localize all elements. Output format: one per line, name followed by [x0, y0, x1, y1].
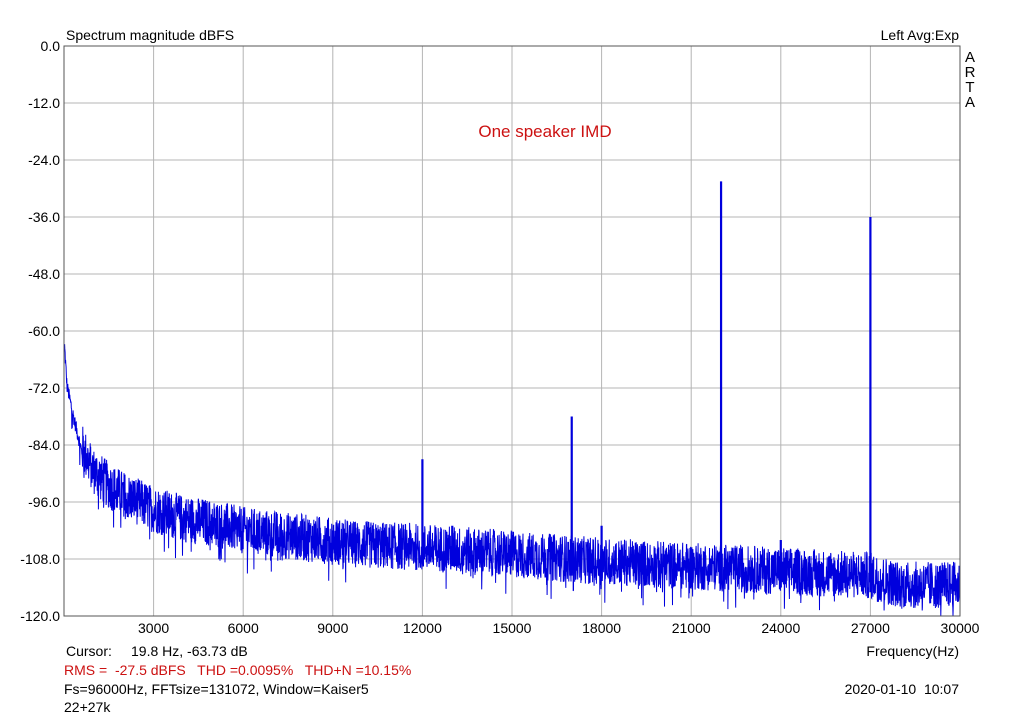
- arta-letter: T: [965, 79, 974, 96]
- arta-letter: R: [965, 64, 976, 81]
- arta-letter: A: [965, 49, 975, 66]
- x-tick-label: 21000: [672, 620, 711, 636]
- y-tick-label: -84.0: [28, 437, 60, 453]
- x-axis-label: Frequency(Hz): [866, 643, 959, 659]
- x-tick-label: 18000: [582, 620, 621, 636]
- x-tick-label: 6000: [228, 620, 259, 636]
- arta-letter: A: [965, 94, 975, 111]
- y-tick-label: -48.0: [28, 266, 60, 282]
- x-tick-label: 15000: [493, 620, 532, 636]
- noise-floor-line: [64, 344, 961, 617]
- cursor-value: 19.8 Hz, -63.73 dB: [131, 643, 248, 659]
- y-tick-label: -72.0: [28, 380, 60, 396]
- x-tick-label: 9000: [317, 620, 348, 636]
- y-tick-label: -12.0: [28, 95, 60, 111]
- x-tick-label: 27000: [851, 620, 890, 636]
- note-label: 22+27k: [64, 699, 111, 715]
- x-tick-label: 24000: [761, 620, 800, 636]
- y-tick-label: 0.0: [41, 38, 61, 54]
- channel-label: Left Avg:Exp: [881, 27, 960, 43]
- series-trace: [64, 181, 961, 617]
- y-tick-labels: 0.0 -12.0 -24.0 -36.0 -48.0 -60.0 -72.0 -84.0 -9…: [20, 38, 60, 624]
- cursor-label: Cursor:: [66, 643, 112, 659]
- axes: [63, 45, 961, 617]
- fs-line: Fs=96000Hz, FFTsize=131072, Window=Kaise…: [64, 681, 369, 697]
- x-tick-label: 12000: [403, 620, 442, 636]
- y-tick-label: -120.0: [20, 608, 60, 624]
- stats-line: RMS = -27.5 dBFS THD =0.0095% THD+N =10.…: [64, 662, 411, 678]
- y-tick-label: -96.0: [28, 494, 60, 510]
- chart-title: Spectrum magnitude dBFS: [66, 27, 234, 43]
- timestamp: 2020-01-10 10:07: [845, 681, 960, 697]
- y-tick-label: -36.0: [28, 209, 60, 225]
- plot-frame: [63, 45, 961, 617]
- y-tick-label: -60.0: [28, 323, 60, 339]
- y-tick-label: -108.0: [20, 551, 60, 567]
- x-tick-label: 3000: [138, 620, 169, 636]
- y-tick-label: -24.0: [28, 152, 60, 168]
- x-tick-labels: 3000 6000 9000 12000 15000 18000 21000 24000 270…: [138, 620, 980, 636]
- x-tick-label: 30000: [941, 620, 980, 636]
- annotation-label: One speaker IMD: [478, 122, 611, 141]
